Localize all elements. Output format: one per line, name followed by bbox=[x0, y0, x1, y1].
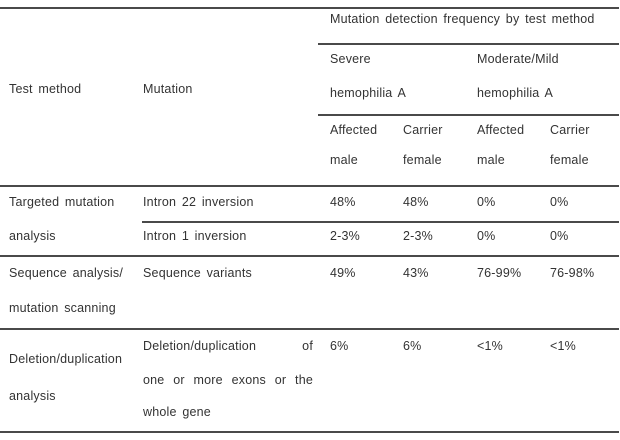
row4-test-method-line2: analysis bbox=[9, 389, 56, 403]
intron-subrow-divider bbox=[142, 221, 619, 223]
row-divider-1 bbox=[0, 255, 619, 257]
severity-severe-line2: hemophilia A bbox=[330, 86, 406, 100]
row4-mutation-line2: one or more exons or the bbox=[143, 373, 313, 387]
row1-test-method-line2: analysis bbox=[9, 229, 56, 243]
subcol-severe-affected-line1: Affected bbox=[330, 123, 378, 137]
row2-value-moderate-male: 0% bbox=[477, 229, 496, 243]
row4-mutation-line3: whole gene bbox=[143, 405, 211, 419]
row3-test-method-line1: Sequence analysis/ bbox=[9, 266, 124, 280]
row3-value-moderate-male: 76-99% bbox=[477, 266, 522, 280]
severity-moderate-mild-line2: hemophilia A bbox=[477, 86, 553, 100]
row1-mutation: Intron 22 inversion bbox=[143, 195, 254, 209]
severity-header-underline bbox=[318, 114, 619, 116]
table-bottom-border bbox=[0, 431, 619, 433]
col-header-mutation: Mutation bbox=[143, 82, 193, 96]
row4-value-moderate-male: <1% bbox=[477, 339, 503, 353]
table-top-border bbox=[0, 7, 619, 9]
group-header-underline bbox=[318, 43, 619, 45]
subcol-moderate-carrier-line1: Carrier bbox=[550, 123, 590, 137]
row3-mutation: Sequence variants bbox=[143, 266, 252, 280]
subcol-severe-affected-line2: male bbox=[330, 153, 358, 167]
row1-test-method-line1: Targeted mutation bbox=[9, 195, 115, 209]
row2-value-severe-male: 2-3% bbox=[330, 229, 360, 243]
row4-test-method-line1: Deletion/duplication bbox=[9, 352, 123, 366]
row3-value-moderate-female: 76-98% bbox=[550, 266, 595, 280]
row2-value-moderate-female: 0% bbox=[550, 229, 569, 243]
row2-mutation: Intron 1 inversion bbox=[143, 229, 247, 243]
row4-value-severe-male: 6% bbox=[330, 339, 349, 353]
row1-value-moderate-male: 0% bbox=[477, 195, 496, 209]
row1-value-moderate-female: 0% bbox=[550, 195, 569, 209]
subcol-moderate-affected-line2: male bbox=[477, 153, 505, 167]
subcol-moderate-carrier-line2: female bbox=[550, 153, 589, 167]
severity-severe-line1: Severe bbox=[330, 52, 371, 66]
subcol-severe-carrier-line2: female bbox=[403, 153, 442, 167]
row4-mutation-line1: Deletion/duplication of bbox=[143, 339, 313, 353]
row3-value-severe-female: 43% bbox=[403, 266, 429, 280]
row3-test-method-line2: mutation scanning bbox=[9, 301, 116, 315]
subcol-moderate-affected-line1: Affected bbox=[477, 123, 525, 137]
row4-value-severe-female: 6% bbox=[403, 339, 422, 353]
column-header-underline bbox=[0, 185, 619, 187]
subcol-severe-carrier-line1: Carrier bbox=[403, 123, 443, 137]
row1-value-severe-female: 48% bbox=[403, 195, 429, 209]
row3-value-severe-male: 49% bbox=[330, 266, 356, 280]
severity-moderate-mild-line1: Moderate/Mild bbox=[477, 52, 559, 66]
col-header-test-method: Test method bbox=[9, 82, 82, 96]
row1-value-severe-male: 48% bbox=[330, 195, 356, 209]
row4-value-moderate-female: <1% bbox=[550, 339, 576, 353]
row2-value-severe-female: 2-3% bbox=[403, 229, 433, 243]
group-header-title: Mutation detection frequency by test met… bbox=[330, 12, 595, 26]
row-divider-2 bbox=[0, 328, 619, 330]
